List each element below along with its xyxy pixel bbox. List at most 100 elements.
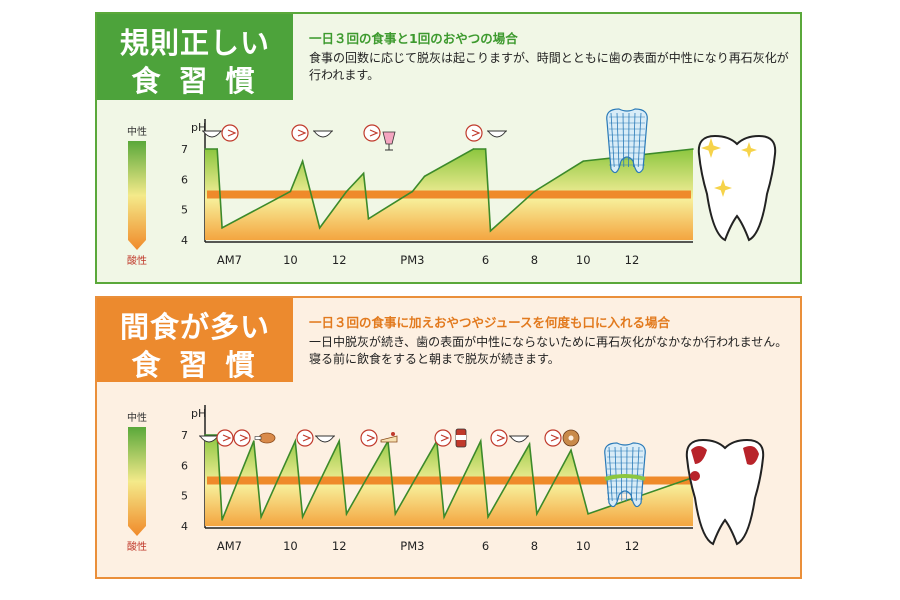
y-tick-label: 4 bbox=[181, 520, 188, 533]
mouth-icon bbox=[434, 429, 452, 447]
regular-diet-panel: 規則正しい 食習慣 一日３回の食事と1回のおやつの場合 食事の回数に応じて脱灰は… bbox=[95, 12, 802, 284]
ph-point bbox=[536, 513, 538, 515]
ph-point bbox=[216, 148, 218, 150]
ph-point bbox=[318, 227, 321, 229]
y-tick-label: 6 bbox=[181, 173, 188, 186]
ph-point bbox=[253, 440, 255, 442]
y-tick-label: 7 bbox=[181, 143, 188, 156]
panel-banner: 間食が多い 食習慣 bbox=[97, 298, 293, 382]
panel-description: 食事の回数に応じて脱灰は起こりますが、時間とともに歯の表面が中性になり再石灰化が… bbox=[309, 51, 789, 82]
banner-title-line1: 間食が多い bbox=[119, 310, 270, 344]
bowl-icon bbox=[312, 130, 334, 138]
y-tick-label: 7 bbox=[181, 429, 188, 442]
x-tick-label: 8 bbox=[531, 253, 538, 267]
ph-point bbox=[570, 449, 572, 451]
y-tick-label: 4 bbox=[181, 234, 188, 247]
enamel-structure-icon bbox=[604, 442, 646, 508]
cake-icon bbox=[380, 432, 398, 443]
scale-label-neutral: 中性 bbox=[127, 411, 147, 424]
x-tick-label: PM3 bbox=[400, 253, 424, 267]
scale-label-neutral: 中性 bbox=[127, 125, 147, 138]
ph-point bbox=[692, 148, 694, 150]
panel-subtitle: 一日３回の食事と1回のおやつの場合 bbox=[309, 31, 518, 46]
ph-point bbox=[394, 513, 397, 515]
ph-curve bbox=[205, 434, 694, 521]
y-tick-label: 6 bbox=[181, 459, 188, 472]
mouth-icon bbox=[465, 124, 483, 142]
mouth-icon bbox=[233, 429, 251, 447]
x-tick-label: PM3 bbox=[400, 539, 424, 553]
x-tick-label: AM7 bbox=[217, 253, 242, 267]
donut-icon bbox=[562, 429, 580, 447]
enamel-structure-icon bbox=[606, 108, 648, 174]
ph-point bbox=[528, 443, 531, 445]
bowl-icon bbox=[508, 435, 530, 443]
critical-ph-band bbox=[207, 476, 691, 485]
x-tick-label: 6 bbox=[482, 539, 489, 553]
banner-title-line1: 規則正しい bbox=[119, 26, 270, 60]
sparkle-icon bbox=[714, 179, 732, 197]
scale-label-acidic: 酸性 bbox=[127, 540, 147, 553]
ph-point bbox=[484, 148, 487, 150]
ph-point bbox=[221, 519, 223, 521]
decayed-tooth-icon bbox=[685, 438, 765, 546]
ph-point bbox=[489, 230, 492, 232]
x-tick-label: 12 bbox=[625, 253, 640, 267]
critical-ph-band bbox=[207, 190, 691, 199]
bowl-icon bbox=[201, 130, 223, 138]
ph-scale-bar bbox=[128, 427, 146, 536]
ph-point bbox=[260, 516, 262, 518]
y-axis-label: pH bbox=[191, 407, 206, 420]
ph-point bbox=[345, 513, 348, 515]
ph-scale-bar bbox=[128, 141, 146, 250]
x-tick-label: 12 bbox=[625, 539, 640, 553]
mouth-icon bbox=[490, 429, 508, 447]
x-tick-label: 8 bbox=[531, 539, 538, 553]
scale-label-acidic: 酸性 bbox=[127, 254, 147, 267]
mouth-icon bbox=[360, 429, 378, 447]
banner-title-line2: 食習慣 bbox=[131, 348, 273, 382]
ph-point bbox=[289, 190, 292, 193]
mouth-icon bbox=[216, 429, 234, 447]
ph-point bbox=[487, 516, 489, 518]
sparkle-icon bbox=[701, 138, 721, 158]
ph-area bbox=[205, 435, 693, 526]
ph-point bbox=[338, 440, 340, 442]
ph-point bbox=[221, 227, 223, 229]
ph-point bbox=[582, 160, 584, 162]
x-tick-label: 10 bbox=[576, 253, 591, 267]
ph-point bbox=[479, 440, 482, 442]
mouth-icon bbox=[221, 124, 239, 142]
parfait-icon bbox=[382, 131, 396, 151]
frequent-snacking-panel: 間食が多い 食習慣 一日３回の食事に加えおやつやジュースを何度も口に入れる場合 … bbox=[95, 296, 802, 579]
mouth-icon bbox=[296, 429, 314, 447]
chicken-icon bbox=[254, 432, 276, 444]
ph-point bbox=[204, 148, 206, 150]
x-tick-label: 10 bbox=[283, 539, 298, 553]
ph-point bbox=[345, 190, 348, 193]
banner-title-line2: 食習慣 bbox=[131, 64, 273, 98]
bowl-icon bbox=[486, 130, 508, 138]
panel-banner: 規則正しい 食習慣 bbox=[97, 14, 293, 100]
panel-subtitle: 一日３回の食事に加えおやつやジュースを何度も口に入れる場合 bbox=[309, 315, 671, 330]
ph-point bbox=[423, 175, 426, 178]
can-icon bbox=[455, 428, 467, 448]
ph-point bbox=[443, 516, 445, 518]
y-tick-label: 5 bbox=[181, 490, 188, 503]
ph-point bbox=[294, 440, 297, 442]
ph-point bbox=[301, 160, 304, 162]
x-tick-label: 12 bbox=[332, 253, 347, 267]
ph-point bbox=[367, 217, 370, 220]
x-tick-label: 10 bbox=[576, 539, 591, 553]
bowl-icon bbox=[314, 435, 336, 443]
ph-point bbox=[301, 516, 304, 518]
healthy-tooth-icon bbox=[697, 134, 777, 242]
mouth-icon bbox=[291, 124, 309, 142]
ph-point bbox=[362, 172, 365, 175]
mouth-icon bbox=[363, 124, 381, 142]
panel-description: 一日中脱灰が続き、歯の表面が中性にならないために再石灰化がなかなか行われません。… bbox=[309, 335, 788, 366]
x-tick-label: 12 bbox=[332, 539, 347, 553]
x-tick-label: 10 bbox=[283, 253, 298, 267]
